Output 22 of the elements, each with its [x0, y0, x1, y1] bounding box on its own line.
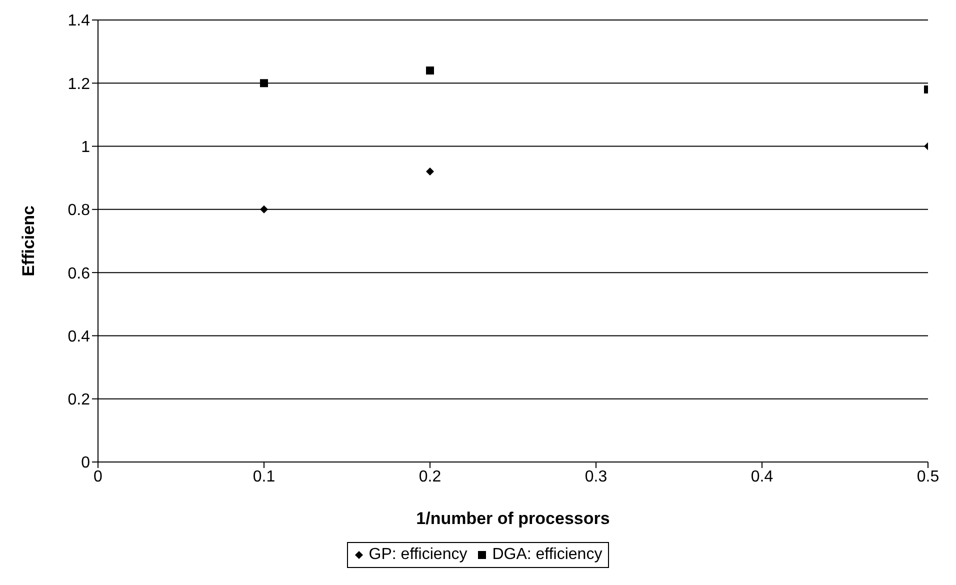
y-axis-title: Efficienc: [19, 206, 38, 276]
point: [426, 66, 434, 75]
y-tick-label: 0.8: [68, 202, 90, 220]
legend-label: DGA: efficiency: [491, 546, 602, 564]
x-tick-label: 0.2: [418, 468, 442, 486]
point: [260, 79, 268, 88]
point: [260, 205, 268, 214]
y-tick-label: 0.6: [68, 265, 90, 282]
x-tick-label: 0.1: [252, 468, 276, 486]
y-tick-label: 0: [81, 454, 90, 472]
y-tick-label: 1: [81, 138, 90, 156]
x-tick-label: 0.3: [584, 468, 608, 486]
y-tick-label: 1.4: [68, 12, 90, 30]
point: [426, 168, 434, 176]
y-tick-label: 1.2: [68, 76, 90, 93]
x-tick-label: 0.5: [916, 468, 940, 486]
y-tick-label: 0.4: [68, 328, 90, 346]
x-tick-label: 0: [94, 468, 103, 486]
x-axis-title: 1/number of processors: [416, 509, 610, 528]
y-tick-label: 0.2: [68, 392, 90, 409]
legend-label: GP: efficiency: [368, 546, 468, 564]
x-tick-label: 0.4: [750, 468, 774, 486]
